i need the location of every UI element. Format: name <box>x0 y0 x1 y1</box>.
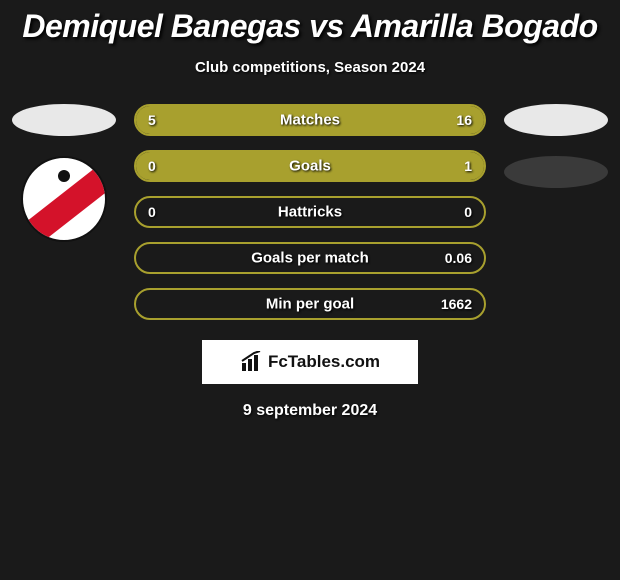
bar-value-left: 0 <box>148 158 156 174</box>
bar-value-right: 0 <box>464 204 472 220</box>
right-oval-1 <box>504 104 608 136</box>
left-team-badge <box>21 156 107 242</box>
branding-text: FcTables.com <box>268 352 380 372</box>
bar-label: Min per goal <box>266 296 354 313</box>
stats-bars: 5 Matches 16 0 Goals 1 0 Hattricks 0 Goals per ma… <box>134 104 486 320</box>
bar-value-left: 5 <box>148 112 156 128</box>
bar-label: Goals <box>289 158 331 175</box>
right-player-column <box>504 104 608 188</box>
infographic-root: Demiquel Banegas vs Amarilla Bogado Club… <box>0 0 620 420</box>
date-text: 9 september 2024 <box>0 402 620 420</box>
bar-value-right: 1 <box>464 158 472 174</box>
stat-bar: 0 Hattricks 0 <box>134 196 486 228</box>
left-player-column <box>12 104 116 242</box>
stat-bar: Goals per match 0.06 <box>134 242 486 274</box>
bar-label: Goals per match <box>251 250 369 267</box>
comparison-content: 5 Matches 16 0 Goals 1 0 Hattricks 0 Goals per ma… <box>0 104 620 320</box>
subtitle: Club competitions, Season 2024 <box>0 59 620 76</box>
bar-label: Hattricks <box>278 204 342 221</box>
bar-value-right: 1662 <box>441 296 472 312</box>
left-oval-1 <box>12 104 116 136</box>
bar-label: Matches <box>280 112 340 129</box>
badge-dot <box>58 170 70 182</box>
chart-icon <box>240 351 262 373</box>
stat-bar: Min per goal 1662 <box>134 288 486 320</box>
page-title: Demiquel Banegas vs Amarilla Bogado <box>0 8 620 45</box>
bar-fill-right <box>220 106 484 134</box>
bar-value-right: 0.06 <box>445 250 472 266</box>
right-oval-2 <box>504 156 608 188</box>
bar-value-right: 16 <box>456 112 472 128</box>
stat-bar: 0 Goals 1 <box>134 150 486 182</box>
stat-bar: 5 Matches 16 <box>134 104 486 136</box>
branding-badge: FcTables.com <box>202 340 418 384</box>
bar-value-left: 0 <box>148 204 156 220</box>
